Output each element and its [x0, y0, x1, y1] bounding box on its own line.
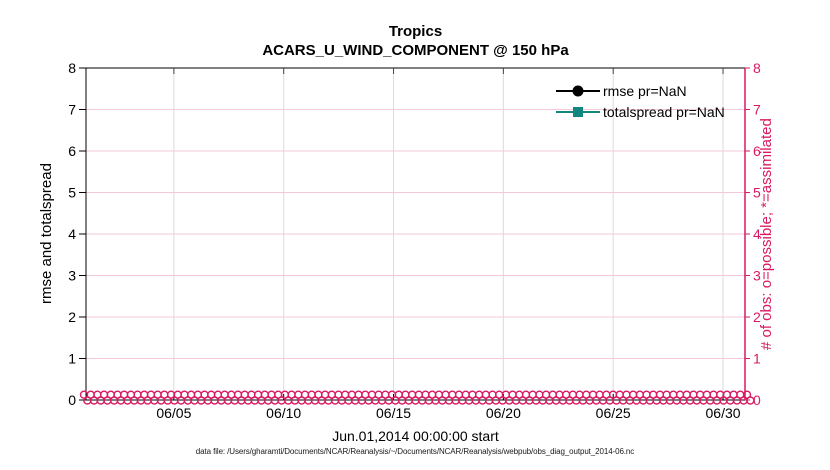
x-tick-label: 06/15: [376, 405, 411, 421]
x-tick-label: 06/30: [706, 405, 741, 421]
legend-entry-rmse: rmse pr=NaN: [556, 80, 725, 101]
x-tick-label: 06/25: [596, 405, 631, 421]
y-tick-label-right: 2: [753, 309, 761, 325]
y-tick-label-right: 5: [753, 185, 761, 201]
totalspread-square-marker-icon: [573, 106, 583, 117]
y-tick-label-left: 8: [68, 60, 76, 76]
legend: rmse pr=NaN totalspread pr=NaN: [556, 80, 725, 122]
chart-title: Tropics ACARS_U_WIND_COMPONENT @ 150 hPa: [86, 22, 745, 60]
rmse-circle-marker-icon: [572, 85, 584, 96]
y-tick-label-left: 4: [68, 226, 76, 242]
y-axis-label-left: rmse and totalspread: [38, 163, 55, 305]
title-variable-level: ACARS_U_WIND_COMPONENT @ 150 hPa: [262, 42, 569, 59]
y-tick-label-left: 6: [68, 143, 76, 159]
y-tick-label-right: 4: [753, 226, 761, 242]
x-axis-label: Jun.01,2014 00:00:00 start: [332, 428, 499, 444]
legend-label-totalspread: totalspread pr=NaN: [603, 103, 725, 120]
y-tick-label-right: 1: [753, 351, 761, 367]
legend-sample-totalspread: [556, 105, 600, 119]
y-axis-label-right: # of obs: o=possible; *=assimilated: [758, 118, 775, 350]
legend-label-rmse: rmse pr=NaN: [603, 82, 687, 99]
x-tick-label: 06/10: [266, 405, 301, 421]
y-tick-label-right: 0: [753, 392, 761, 408]
title-region: Tropics: [388, 23, 443, 40]
y-tick-label-right: 8: [753, 60, 761, 76]
y-tick-label-left: 7: [68, 102, 76, 118]
x-tick-label: 06/05: [156, 405, 191, 421]
legend-sample-rmse: [556, 84, 600, 98]
y-tick-label-right: 3: [753, 268, 761, 284]
y-tick-label-left: 1: [68, 351, 76, 367]
legend-entry-totalspread: totalspread pr=NaN: [556, 101, 725, 122]
data-file-footer: data file: /Users/gharamti/Documents/NCA…: [195, 447, 635, 456]
y-tick-label-right: 6: [753, 143, 761, 159]
x-tick-label: 06/20: [486, 405, 521, 421]
y-tick-label-left: 3: [68, 268, 76, 284]
obs-marker: [746, 396, 755, 405]
y-tick-label-left: 5: [68, 185, 76, 201]
y-tick-label-right: 7: [753, 102, 761, 118]
y-tick-label-left: 2: [68, 309, 76, 325]
y-tick-label-left: 0: [68, 392, 76, 408]
